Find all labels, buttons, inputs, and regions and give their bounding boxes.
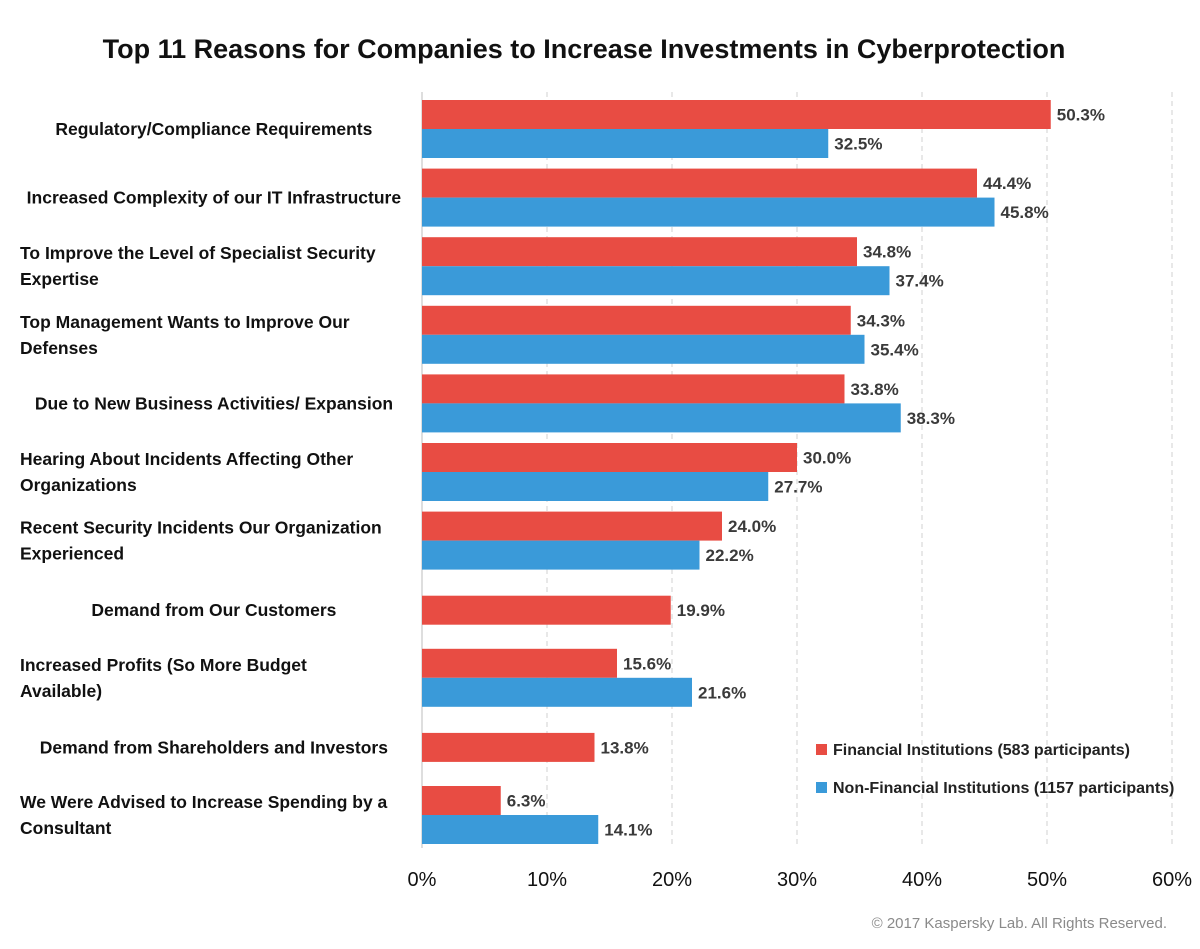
legend-label: Non-Financial Institutions (1157 partici… — [833, 780, 1174, 797]
category-label: To Improve the Level of Specialist Secur… — [20, 243, 376, 289]
legend-swatch — [816, 782, 827, 793]
data-label: 45.8% — [1001, 203, 1049, 222]
category-label-line: Demand from Shareholders and Investors — [40, 737, 388, 757]
bar-non-financial — [422, 403, 901, 433]
category-label-line: Consultant — [20, 818, 112, 838]
category-label-line: Increased Profits (So More Budget — [20, 655, 307, 675]
legend: Financial Institutions (583 participants… — [816, 742, 1174, 797]
data-label: 21.6% — [698, 683, 746, 702]
category-label: Recent Security Incidents Our Organizati… — [20, 518, 382, 564]
data-label: 33.8% — [851, 380, 899, 399]
data-label: 24.0% — [728, 517, 776, 536]
category-label: We Were Advised to Increase Spending by … — [20, 792, 388, 838]
category-label-line: Expertise — [20, 269, 99, 289]
data-label: 35.4% — [871, 340, 919, 359]
category-label-line: Due to New Business Activities/ Expansio… — [35, 393, 393, 413]
x-tick-label: 0% — [408, 869, 437, 891]
data-label: 38.3% — [907, 409, 955, 428]
category-label: Increased Complexity of our IT Infrastru… — [27, 188, 402, 208]
value-labels: 50.3% 32.5% 44.4% 45.8% 34.8% 37.4% 34.3% 35.4%… — [507, 106, 1105, 840]
chart-title: Top 11 Reasons for Companies to Increase… — [103, 34, 1066, 64]
bar-financial — [422, 237, 857, 267]
category-label: Demand from Our Customers — [91, 600, 336, 620]
category-label-line: Experienced — [20, 544, 124, 564]
data-label: 30.0% — [803, 449, 851, 468]
category-label-line: Increased Complexity of our IT Infrastru… — [27, 188, 402, 208]
data-label: 34.8% — [863, 243, 911, 262]
x-tick-label: 20% — [652, 869, 692, 891]
category-label: Hearing About Incidents Affecting Other O… — [20, 449, 353, 495]
category-label: Regulatory/Compliance Requirements — [55, 119, 372, 139]
category-label: Top Management Wants to Improve Our Defen… — [20, 312, 350, 358]
data-label: 32.5% — [834, 135, 882, 154]
category-label-line: We Were Advised to Increase Spending by … — [20, 792, 388, 812]
category-label-line: Defenses — [20, 338, 98, 358]
data-label: 14.1% — [604, 821, 652, 840]
category-labels: Regulatory/Compliance Requirements Increa… — [20, 119, 401, 838]
bar-non-financial — [422, 266, 890, 296]
bar-financial — [422, 443, 797, 472]
data-label: 27.7% — [774, 478, 822, 497]
bars — [422, 100, 1051, 844]
x-tick-label: 10% — [527, 869, 567, 891]
category-label-line: Top Management Wants to Improve Our — [20, 312, 350, 332]
bar-non-financial — [422, 129, 829, 158]
data-label: 37.4% — [896, 272, 944, 291]
bar-non-financial — [422, 815, 599, 844]
legend-label: Financial Institutions (583 participants… — [833, 742, 1130, 759]
data-label: 50.3% — [1057, 106, 1105, 125]
data-label: 15.6% — [623, 654, 671, 673]
bar-non-financial — [422, 540, 700, 570]
bar-financial — [422, 732, 595, 762]
category-label-line: Recent Security Incidents Our Organizati… — [20, 518, 382, 538]
bar-financial — [422, 786, 501, 815]
bar-financial — [422, 168, 977, 198]
x-tick-label: 50% — [1027, 869, 1067, 891]
bar-financial — [422, 100, 1051, 129]
legend-swatch — [816, 744, 827, 755]
data-label: 22.2% — [706, 546, 754, 565]
bar-financial — [422, 374, 845, 404]
category-label-line: Organizations — [20, 475, 137, 495]
category-label-line: Demand from Our Customers — [91, 600, 336, 620]
data-label: 44.4% — [983, 174, 1031, 193]
category-label-line: Regulatory/Compliance Requirements — [55, 119, 372, 139]
bar-non-financial — [422, 334, 865, 364]
category-label-line: Hearing About Incidents Affecting Other — [20, 449, 353, 469]
bar-non-financial — [422, 677, 692, 707]
x-tick-label: 40% — [902, 869, 942, 891]
bar-financial — [422, 595, 671, 625]
copyright-text: © 2017 Kaspersky Lab. All Rights Reserve… — [872, 915, 1167, 932]
x-tick-label: 60% — [1152, 869, 1192, 891]
bar-non-financial — [422, 197, 995, 227]
category-label: Demand from Shareholders and Investors — [40, 737, 388, 757]
bar-financial — [422, 305, 851, 335]
category-label-line: Available) — [20, 681, 102, 701]
bar-non-financial — [422, 472, 769, 501]
category-label: Increased Profits (So More Budget Availab… — [20, 655, 307, 701]
bar-financial — [422, 511, 722, 541]
category-label-line: To Improve the Level of Specialist Secur… — [20, 243, 376, 263]
bar-financial — [422, 648, 617, 678]
data-label: 19.9% — [677, 601, 725, 620]
data-label: 13.8% — [601, 738, 649, 757]
category-label: Due to New Business Activities/ Expansio… — [35, 393, 393, 413]
data-label: 34.3% — [857, 311, 905, 330]
data-label: 6.3% — [507, 792, 546, 811]
x-tick-label: 30% — [777, 869, 817, 891]
x-axis-ticks: 0% 10% 20% 30% 40% 50% 60% — [408, 869, 1193, 891]
